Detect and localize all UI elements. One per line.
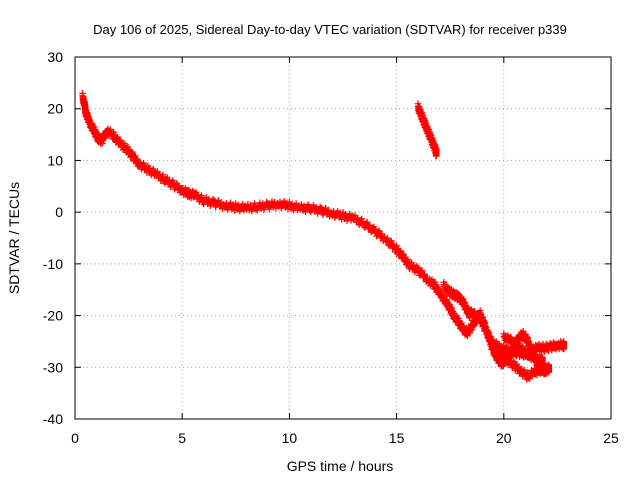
series-4: [440, 278, 473, 322]
grid: [75, 57, 611, 419]
data-point: [543, 367, 550, 375]
series-3: [500, 330, 546, 368]
y-tick-label: -30: [43, 359, 63, 375]
x-tick-label: 15: [389, 430, 405, 446]
chart-title: Day 106 of 2025, Sidereal Day-to-day VTE…: [93, 22, 567, 37]
series-0: [79, 90, 553, 378]
data-point: [433, 152, 440, 160]
series-5: [414, 100, 440, 160]
data-point: [102, 133, 110, 141]
y-tick-label: -10: [43, 256, 63, 272]
plot-area: [79, 90, 568, 383]
plot-frame: [74, 56, 612, 420]
data-point: [101, 135, 108, 142]
data-point: [99, 140, 106, 147]
y-tick-label: -40: [43, 411, 63, 427]
y-tick-label: -20: [43, 308, 63, 324]
x-tick-label: 10: [282, 430, 298, 446]
series-2: [464, 304, 568, 361]
x-tick-label: 5: [178, 430, 186, 446]
data-point: [466, 313, 473, 320]
y-tick-label: 20: [47, 101, 63, 117]
x-tick-label: 0: [71, 430, 79, 446]
y-tick-label: 30: [47, 49, 63, 65]
x-tick-label: 25: [603, 430, 619, 446]
y-tick-label: 10: [47, 152, 63, 168]
x-axis-label: GPS time / hours: [287, 458, 394, 474]
axis-ticks: 0 5 10 15 20 25 -40 -30 -20 -10 0 10 20 30: [43, 49, 619, 446]
x-tick-label: 20: [496, 430, 512, 446]
y-tick-label: 0: [55, 204, 63, 220]
y-axis-label: SDTVAR / TECUs: [6, 182, 22, 294]
data-point: [539, 360, 546, 367]
data-point: [560, 342, 568, 349]
